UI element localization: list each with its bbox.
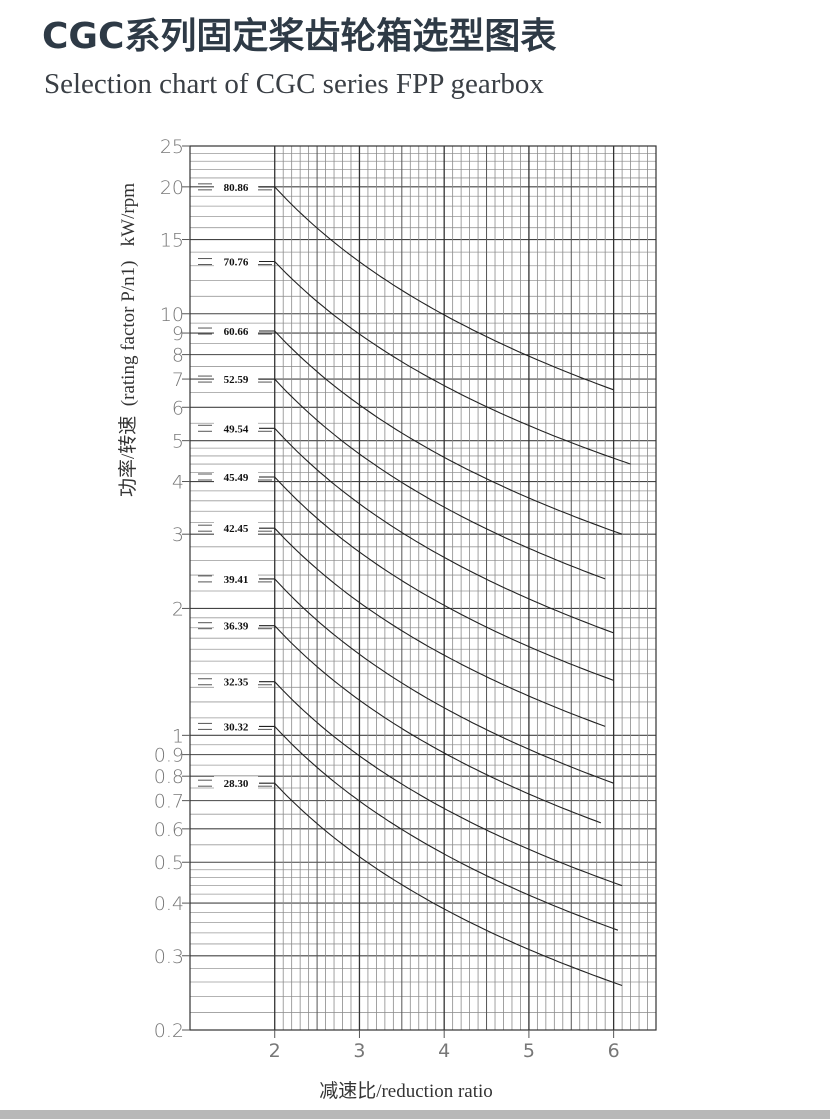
y-tick-label: 10 [160, 304, 184, 326]
grid [189, 145, 657, 1031]
series-label-bg [214, 179, 258, 194]
series-label: 60.66 [224, 326, 249, 338]
y-tick-label: 7 [172, 369, 184, 391]
series-label-bg [214, 521, 258, 536]
y-tick-label: 2 [172, 598, 184, 620]
y-tick-label: 8 [172, 345, 184, 367]
series-label-bg [214, 324, 258, 339]
series-label-bg [214, 571, 258, 586]
series-curve-80.86 [259, 186, 614, 391]
y-tick-label: 0.3 [154, 946, 184, 968]
x-axis-label: 减速比/reduction ratio [319, 1080, 493, 1102]
y-tick-label: 0.4 [154, 893, 184, 915]
series-label: 28.30 [224, 778, 249, 790]
series-curve-70.76 [259, 260, 631, 465]
x-axis: 2 3 4 5 6 [269, 1030, 620, 1062]
plot-frame [189, 145, 657, 1031]
series-curve-32.35 [259, 681, 623, 887]
series-curve-28.30 [259, 782, 623, 987]
series-curve-49.54 [259, 427, 614, 634]
y-tick-label: 0.9 [154, 745, 184, 767]
series-curve-36.39 [259, 625, 602, 824]
series-label: 45.49 [224, 472, 249, 484]
y-tick-label: 5 [172, 431, 184, 453]
series-label-bg [214, 719, 258, 734]
x-tick-label: 2 [269, 1040, 281, 1062]
chart-title: CGC系列固定桨齿轮箱选型图表 [42, 16, 556, 57]
x-tick-label: 3 [353, 1040, 365, 1062]
series-curve-42.45 [259, 527, 606, 727]
bottom-bar [0, 1110, 830, 1119]
series-label-bg [214, 674, 258, 689]
series-labels: 80.86 70.76 60.66 52.59 49.54 45.49 42.45 39.41… [198, 179, 272, 791]
y-tick-label: 0.5 [154, 852, 184, 874]
series-label: 42.45 [224, 523, 249, 535]
series-label: 36.39 [224, 621, 249, 633]
series-curve-60.66 [259, 330, 623, 535]
series-label-bg [214, 776, 258, 791]
y-tick-label: 9 [172, 323, 184, 345]
y-tick-label: 0.2 [154, 1020, 184, 1042]
y-axis-label: 功率/转速 (rating factor P/n1) kW/rpm [117, 183, 139, 497]
y-tick-label: 1 [172, 725, 184, 747]
series-label: 70.76 [224, 257, 249, 269]
y-tick-label: 6 [172, 397, 184, 419]
series-label-bg [214, 254, 258, 269]
series-curve-52.59 [259, 378, 606, 580]
series-label-bg [214, 421, 258, 436]
y-tick-label: 4 [172, 472, 184, 494]
x-tick-label: 4 [438, 1040, 450, 1062]
series-label: 49.54 [224, 423, 249, 435]
y-tick-label: 15 [160, 230, 184, 252]
y-tick-label: 0.6 [154, 819, 184, 841]
series-label-bg [214, 372, 258, 387]
curves [259, 186, 631, 987]
y-tick-label: 20 [160, 177, 184, 199]
series-label: 39.41 [224, 574, 249, 586]
series-label-bg [214, 470, 258, 485]
series-label: 32.35 [224, 677, 249, 689]
series-label: 80.86 [224, 182, 249, 194]
y-tick-label: 3 [172, 524, 184, 546]
x-tick-label: 5 [523, 1040, 535, 1062]
series-curve-30.32 [259, 725, 619, 931]
chart-subtitle: Selection chart of CGC series FPP gearbo… [44, 68, 544, 100]
y-tick-label: 0.7 [154, 791, 184, 813]
y-tick-label: 0.8 [154, 766, 184, 788]
series-label: 30.32 [224, 721, 249, 733]
series-label: 52.59 [224, 374, 249, 386]
series-curve-45.49 [259, 476, 614, 681]
y-tick-label: 25 [160, 136, 184, 158]
x-tick-label: 6 [608, 1040, 620, 1062]
series-curve-39.41 [259, 578, 614, 784]
series-label-bg [214, 618, 258, 633]
